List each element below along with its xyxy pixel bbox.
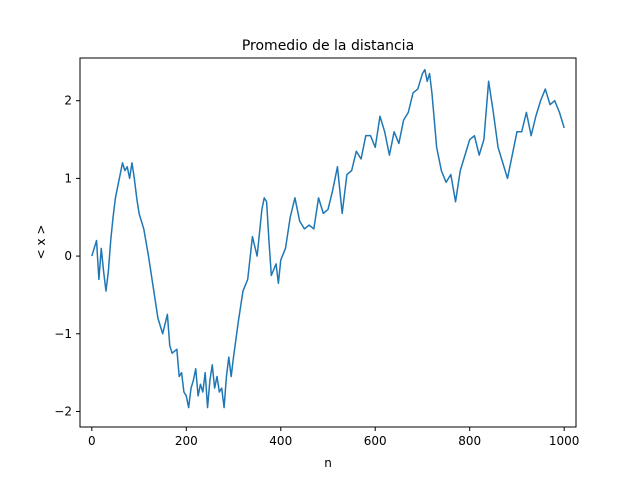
x-tick-label: 0: [88, 434, 96, 448]
x-tick-label: 200: [175, 434, 198, 448]
series-line-0: [91, 68, 565, 409]
x-tick-label: 400: [269, 434, 292, 448]
y-tick-label: 1: [64, 171, 72, 185]
y-tick-label: −2: [54, 404, 72, 418]
y-axis-ticks: −2 −1 0 1 2: [54, 94, 80, 418]
plot-lines: [91, 68, 565, 409]
y-axis-label: < x >: [34, 225, 48, 260]
plot-area-frame: [79, 57, 577, 428]
x-tick-label: 1000: [549, 434, 580, 448]
x-tick-label: 600: [364, 434, 387, 448]
chart-title: Promedio de la distancia: [242, 38, 414, 54]
x-axis-label: n: [324, 456, 332, 470]
x-tick-label: 800: [458, 434, 481, 448]
x-axis-ticks: 0 200 400 600 800 1000: [88, 427, 579, 448]
y-tick-label: 2: [64, 94, 72, 108]
y-tick-label: 0: [64, 249, 72, 263]
y-tick-label: −1: [54, 327, 72, 341]
